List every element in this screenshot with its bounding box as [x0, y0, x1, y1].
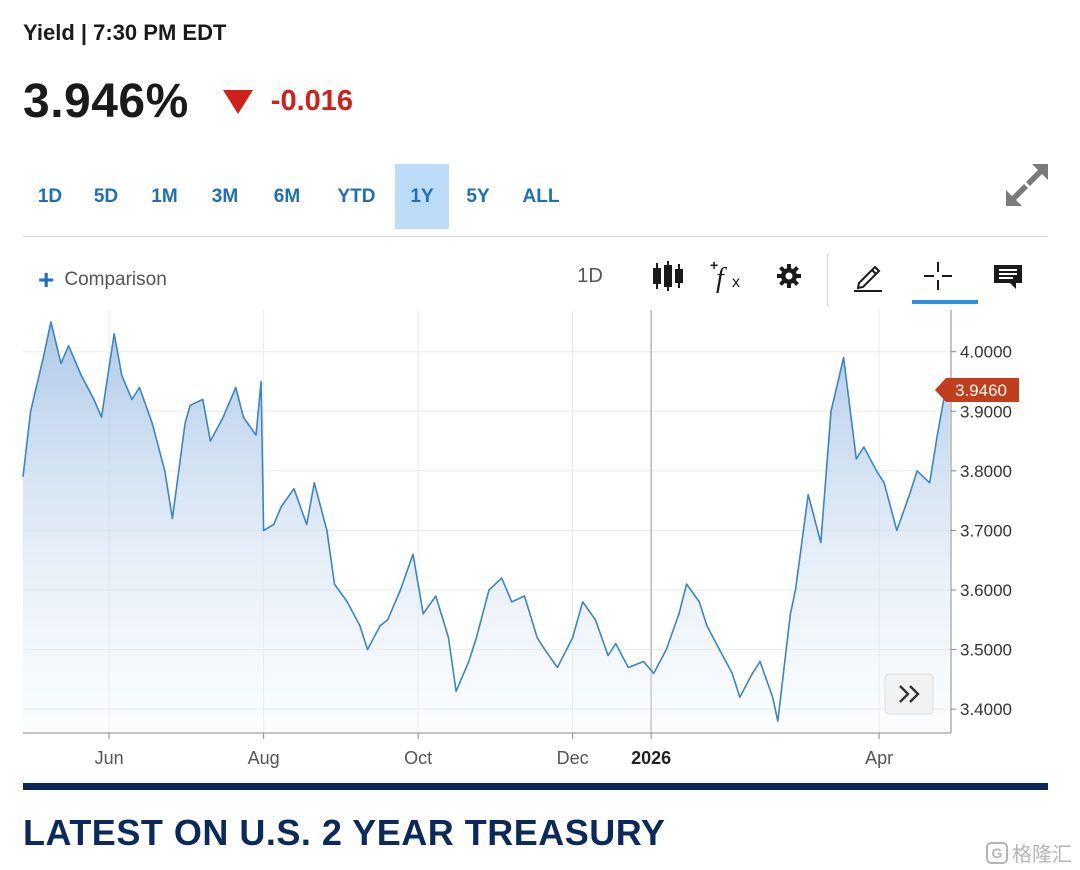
x-tick-label: Dec: [557, 748, 589, 768]
x-tick-label: Jun: [95, 748, 124, 768]
down-arrow-icon: [222, 89, 253, 114]
comment-icon[interactable]: [988, 254, 1028, 298]
watermark: G 格隆汇: [986, 838, 1072, 867]
interval-selector[interactable]: 1D: [577, 264, 603, 287]
range-tab-all[interactable]: ALL: [522, 186, 560, 207]
price-row: 3.946% -0.016: [23, 74, 353, 129]
range-tab-3m[interactable]: 3M: [211, 186, 239, 207]
range-tab-1y[interactable]: 1Y: [395, 164, 449, 229]
y-tick-label: 3.9000: [960, 402, 1012, 421]
header-divider: [23, 236, 1048, 237]
range-tab-ytd[interactable]: YTD: [337, 186, 376, 207]
active-tool-indicator: [912, 300, 978, 304]
section-rule: [23, 783, 1048, 790]
y-tick-label: 4.0000: [960, 343, 1012, 362]
yield-chart[interactable]: Jun Aug Oct Dec 2026 Apr 4.0000 3.9000 3.8000 3.…: [0, 300, 1080, 780]
double-chevron-right-icon: [899, 685, 920, 703]
range-tabs: 1D 5D 1M 3M 6M YTD 1Y 5Y ALL: [23, 164, 575, 229]
svg-text:x: x: [732, 274, 740, 291]
range-tab-6m[interactable]: 6M: [273, 186, 301, 207]
section-title: LATEST ON U.S. 2 YEAR TREASURY: [23, 812, 666, 853]
y-tick-label: 3.8000: [960, 462, 1012, 481]
watermark-text: 格隆汇: [1012, 844, 1072, 866]
series-area: [23, 321, 950, 733]
last-value-badge: 3.9460: [935, 378, 1019, 402]
comparison-label: Comparison: [64, 269, 167, 290]
series-line: [22, 321, 951, 722]
quote-label: Yield | 7:30 PM EDT: [23, 20, 227, 45]
toolbar-separator: [827, 254, 828, 306]
watermark-logo-icon: G: [986, 841, 1008, 864]
comparison-button[interactable]: + Comparison: [38, 266, 167, 294]
y-tick-label: 3.4000: [960, 700, 1012, 719]
scroll-right-button[interactable]: [884, 673, 934, 715]
y-tick-label: 3.5000: [960, 641, 1012, 660]
crosshair-icon[interactable]: [918, 254, 958, 298]
candlestick-icon[interactable]: [648, 254, 688, 298]
x-tick-label: Oct: [404, 748, 432, 768]
svg-text:+: +: [710, 257, 718, 273]
svg-text:f: f: [716, 263, 727, 294]
gear-icon[interactable]: [770, 254, 808, 298]
range-tab-5y[interactable]: 5Y: [466, 186, 490, 207]
pencil-icon[interactable]: [848, 254, 888, 298]
x-tick-label: Aug: [248, 748, 280, 768]
price-change: -0.016: [270, 85, 354, 117]
range-tab-1d[interactable]: 1D: [37, 186, 63, 207]
last-price: 3.946%: [23, 75, 189, 128]
y-tick-label: 3.7000: [960, 521, 1012, 540]
plus-icon: +: [38, 264, 55, 295]
range-tab-5d[interactable]: 5D: [93, 186, 119, 207]
x-tick-label: Apr: [865, 748, 893, 768]
x-tick-label: 2026: [631, 748, 671, 768]
range-tab-1m[interactable]: 1M: [151, 186, 178, 207]
last-value-label: 3.9460: [955, 381, 1007, 400]
y-tick-label: 3.6000: [960, 581, 1012, 600]
expand-icon[interactable]: [1004, 162, 1050, 208]
function-icon[interactable]: + f x: [706, 254, 750, 298]
